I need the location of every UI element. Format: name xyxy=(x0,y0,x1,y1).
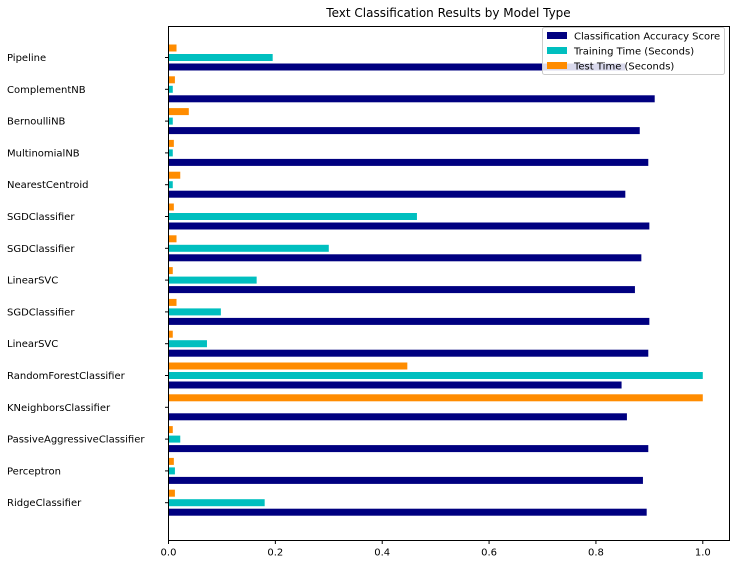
bar-classification-accuracy-score-7 xyxy=(168,286,635,294)
y-tick-label: ComplementNB xyxy=(7,85,86,96)
bar-classification-accuracy-score-12 xyxy=(168,445,649,453)
bar-test-time-seconds-5 xyxy=(168,203,174,211)
bar-test-time-seconds-12 xyxy=(168,426,173,434)
legend-box xyxy=(542,27,725,75)
bar-training-time-seconds-5 xyxy=(168,213,417,220)
bar-classification-accuracy-score-1 xyxy=(168,95,655,103)
y-tick-label: Pipeline xyxy=(7,53,46,64)
bar-training-time-seconds-8 xyxy=(168,308,221,316)
y-tick-label: BernoulliNB xyxy=(7,117,66,128)
y-tick-label: SGDClassifier xyxy=(7,212,75,223)
bar-test-time-seconds-13 xyxy=(168,457,174,465)
bar-training-time-seconds-6 xyxy=(168,244,329,252)
legend-label: Training Time (Seconds) xyxy=(573,47,694,58)
bar-classification-accuracy-score-2 xyxy=(168,127,640,135)
chart-title: Text Classification Results by Model Typ… xyxy=(325,6,570,20)
x-tick-label: 0.4 xyxy=(374,548,390,559)
bar-classification-accuracy-score-6 xyxy=(168,254,642,262)
bar-classification-accuracy-score-13 xyxy=(168,476,643,484)
bar-training-time-seconds-7 xyxy=(168,276,257,284)
bar-training-time-seconds-0 xyxy=(168,54,273,61)
bar-training-time-seconds-12 xyxy=(168,435,181,443)
x-tick-label: 0.6 xyxy=(481,548,497,559)
bar-training-time-seconds-10 xyxy=(168,372,703,379)
y-tick-label: RidgeClassifier xyxy=(7,498,82,509)
bar-test-time-seconds-4 xyxy=(168,171,181,179)
bar-classification-accuracy-score-4 xyxy=(168,190,626,198)
bar-training-time-seconds-9 xyxy=(168,340,207,348)
bar-training-time-seconds-4 xyxy=(168,181,173,189)
y-tick-label: Perceptron xyxy=(7,466,61,477)
bar-test-time-seconds-7 xyxy=(168,267,173,275)
bar-classification-accuracy-score-9 xyxy=(168,349,649,357)
y-tick-label: LinearSVC xyxy=(7,339,58,350)
bar-classification-accuracy-score-8 xyxy=(168,317,650,325)
bar-test-time-seconds-1 xyxy=(168,76,175,84)
legend-label: Classification Accuracy Score xyxy=(574,32,720,43)
bar-training-time-seconds-2 xyxy=(168,117,173,125)
bar-test-time-seconds-6 xyxy=(168,235,177,243)
legend-swatch xyxy=(547,47,567,54)
legend-swatch xyxy=(547,62,567,69)
x-tick-label: 0.0 xyxy=(161,548,177,559)
bar-training-time-seconds-1 xyxy=(168,85,173,93)
bar-test-time-seconds-2 xyxy=(168,108,189,116)
bar-test-time-seconds-3 xyxy=(168,139,174,147)
y-tick-label: KNeighborsClassifier xyxy=(7,403,111,414)
bar-training-time-seconds-3 xyxy=(168,149,173,157)
bar-test-time-seconds-14 xyxy=(168,489,175,497)
bar-test-time-seconds-9 xyxy=(168,330,173,338)
bar-classification-accuracy-score-5 xyxy=(168,222,650,230)
legend-label: Test Time (Seconds) xyxy=(573,62,674,73)
y-tick-label: NearestCentroid xyxy=(7,180,88,191)
y-tick-label: LinearSVC xyxy=(7,276,58,287)
bar-training-time-seconds-13 xyxy=(168,467,175,475)
x-tick-label: 0.8 xyxy=(588,548,604,559)
plot-frame xyxy=(168,26,730,541)
bar-classification-accuracy-score-3 xyxy=(168,158,649,166)
bar-test-time-seconds-11 xyxy=(168,394,703,402)
x-tick-label: 0.2 xyxy=(267,548,283,559)
y-tick-label: SGDClassifier xyxy=(7,244,75,255)
y-tick-label: PassiveAggressiveClassifier xyxy=(7,435,145,446)
bar-classification-accuracy-score-0 xyxy=(168,63,626,71)
y-tick-label: RandomForestClassifier xyxy=(7,371,126,382)
legend-swatch xyxy=(547,32,567,39)
y-tick-label: MultinomialNB xyxy=(7,148,80,159)
y-tick-label: SGDClassifier xyxy=(7,307,75,318)
bar-classification-accuracy-score-10 xyxy=(168,381,622,389)
bar-classification-accuracy-score-11 xyxy=(168,413,627,421)
bar-test-time-seconds-0 xyxy=(168,44,177,52)
bar-test-time-seconds-10 xyxy=(168,362,408,370)
bar-classification-accuracy-score-14 xyxy=(168,508,647,516)
bar-training-time-seconds-14 xyxy=(168,499,265,507)
x-tick-label: 1.0 xyxy=(695,548,711,559)
bar-test-time-seconds-8 xyxy=(168,298,177,306)
